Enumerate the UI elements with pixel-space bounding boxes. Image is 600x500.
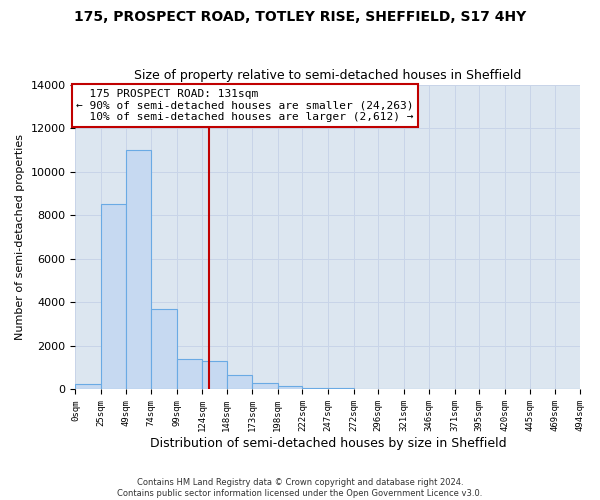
Text: 175, PROSPECT ROAD, TOTLEY RISE, SHEFFIELD, S17 4HY: 175, PROSPECT ROAD, TOTLEY RISE, SHEFFIE… — [74, 10, 526, 24]
Text: 175 PROSPECT ROAD: 131sqm
← 90% of semi-detached houses are smaller (24,263)
  1: 175 PROSPECT ROAD: 131sqm ← 90% of semi-… — [76, 89, 414, 122]
Bar — [176, 359, 202, 390]
Bar — [151, 309, 176, 390]
Bar — [227, 376, 252, 390]
Title: Size of property relative to semi-detached houses in Sheffield: Size of property relative to semi-detach… — [134, 69, 521, 82]
Bar — [76, 384, 101, 390]
Y-axis label: Number of semi-detached properties: Number of semi-detached properties — [15, 134, 25, 340]
Bar — [101, 204, 125, 390]
Bar — [202, 361, 227, 390]
Bar — [125, 150, 151, 390]
Text: Contains HM Land Registry data © Crown copyright and database right 2024.
Contai: Contains HM Land Registry data © Crown c… — [118, 478, 482, 498]
Bar — [353, 389, 378, 390]
Bar — [302, 388, 328, 390]
X-axis label: Distribution of semi-detached houses by size in Sheffield: Distribution of semi-detached houses by … — [149, 437, 506, 450]
Bar — [278, 386, 302, 390]
Bar — [252, 384, 278, 390]
Bar — [328, 388, 353, 390]
